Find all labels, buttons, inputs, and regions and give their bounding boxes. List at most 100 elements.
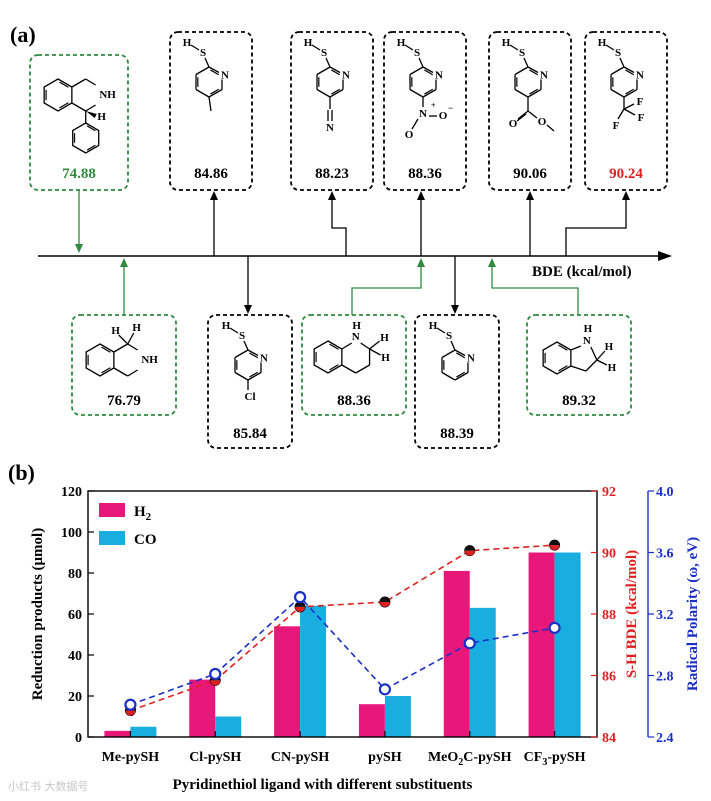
y-tick-label: 20 [68,690,82,705]
bar-H2-CN-pySH [274,626,301,737]
atom-label: S [200,47,206,59]
y-axis-label: Reduction products (μmol) [30,528,46,700]
compound-meo2c-pysh: N SH O O 90.06 [488,31,572,256]
compound-cl-pysh: N SH Cl 85.84 [207,256,293,449]
compound-thiq-ph: NH H 74.88 [29,54,129,253]
compound-box [488,31,572,191]
polarity-point-pySH [378,683,392,696]
atom-label: N [342,70,350,82]
y2-tick-label: 90 [602,547,616,562]
compound-me-pysh: N SH 84.86 [169,31,253,256]
polarity-point-Cl-pySH [209,667,222,681]
atom-label: S [414,47,420,59]
compound-box [290,31,374,191]
atom-label: H [183,37,192,49]
bde-value: 90.06 [513,166,547,182]
atom-label: S [239,330,245,342]
atom-label: NH [99,89,116,101]
compound-cn-pysh: N SH N 88.23 [290,31,374,256]
polarity-point-CN-pySH [293,590,307,604]
arrowhead [451,305,459,314]
structure-thiq-phenyl: NH H [43,78,116,154]
bar-H2-pySH [358,704,385,737]
bar-CO-Me-pySH [130,726,157,737]
arrowhead [488,258,496,267]
atom-label: N [419,108,427,120]
atom-label: H [352,320,361,332]
arrowhead [526,191,534,200]
arrowhead [120,258,128,267]
connector [331,198,347,256]
bar-H2-CF3-pySH [528,552,555,737]
atom-label: N [467,353,475,365]
structure-pysh-ester: N SH O O [502,37,555,132]
atom-label: H [111,325,120,337]
y3-axis-label: Radical Polarity (ω, eV) [685,537,701,691]
atom-label: H [97,111,106,123]
arrowhead [417,258,425,267]
bde-point-fill [210,680,221,686]
atom-label: S [446,330,452,342]
bde-value: 88.36 [408,166,442,182]
y-tick-label: 60 [68,608,82,623]
x-axis-label: Pyridinethiol ligand with different subs… [173,777,473,793]
bde-value: 90.24 [609,166,643,182]
atom-label: N [326,122,334,134]
wedge [85,111,97,118]
charge: + [431,101,436,110]
y2-tick-label: 86 [602,670,616,685]
compound-pysh: N SH 88.39 [414,256,500,449]
bar-H2-MeO2C-pySH [443,570,470,737]
arrowhead [417,191,425,200]
y3-tick-label: 4.0 [656,485,674,500]
watermark: 小红书 大数据号 [8,780,89,793]
legend-label-CO: CO [134,532,157,548]
atom-label: N [260,353,268,365]
panel-b: (b) 0 20 40 60 80 100 120 Me-pySH Cl-pySH CN-pySH p… [8,460,701,793]
x-tick-label: Cl-pySH [189,750,241,765]
atom-label: H [397,37,406,49]
bde-point-fill [125,710,136,716]
y3-tick-label: 3.2 [656,608,674,623]
polarity-point-MeO2C-pySH [463,637,476,650]
bar-CO-CN-pySH [300,605,327,737]
atom-label: O [439,110,448,122]
connector [351,265,422,315]
y-tick-label: 100 [61,526,82,541]
line-right1 [130,544,555,712]
y2-tick-label: 84 [602,731,616,746]
y-tick-label: 80 [68,567,82,582]
atom-label: S [321,47,327,59]
atom-label: NH [141,354,158,366]
atom-label: H [132,322,141,334]
bde-value: 89.32 [562,393,596,409]
atom-label: Cl [245,391,256,403]
bde-point-top [549,540,560,546]
atom-label: F [638,112,645,124]
y2-axis-label: S-H BDE (kcal/mol) [624,550,640,678]
x-tick-label: Me-pySH [102,750,160,765]
atom-label: N [352,331,360,343]
legend-label-H2: H2 [134,504,152,523]
compound-thiq: NH HH 76.79 [71,258,177,416]
y-tick-label: 40 [68,649,82,664]
arrowhead [210,191,218,200]
x-tick-label: MeO2C-pySH [428,750,512,768]
compound-box [169,31,253,191]
bde-value: 85.84 [233,426,267,442]
structure-pysh-cn: N SH N [304,37,350,134]
panel-a: (a)BDE (kcal/mol)NHH74.88NSH84.86NSHN88.… [10,22,672,449]
y2-tick-label: 88 [602,608,616,623]
atom-label: S [519,47,525,59]
bde-value: 74.88 [62,166,96,182]
atom-label: H [222,320,231,332]
line-right2 [130,595,555,706]
atom-label: O [538,116,547,128]
plot-frame [87,490,598,738]
bar-CO-MeO2C-pySH [469,607,496,737]
